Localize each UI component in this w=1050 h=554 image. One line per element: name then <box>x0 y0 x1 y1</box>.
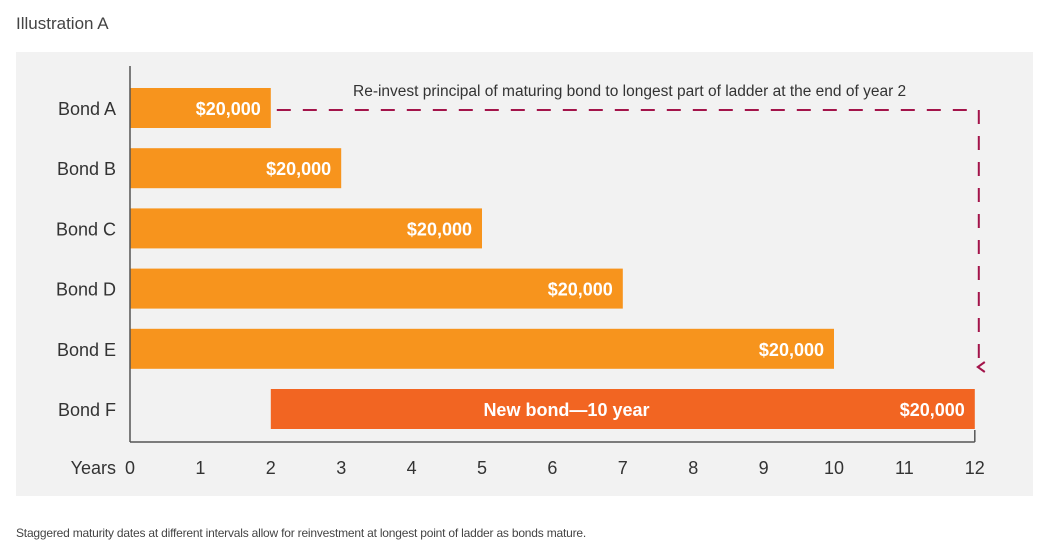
x-tick-label: 9 <box>759 458 769 478</box>
value-label: $20,000 <box>407 219 472 239</box>
reinvest-annotation: Re-invest principal of maturing bond to … <box>353 83 906 100</box>
category-label: Bond E <box>57 340 116 360</box>
bar-bond-d <box>130 268 623 309</box>
x-tick-label: 11 <box>895 458 914 478</box>
x-tick-label: 3 <box>336 458 346 478</box>
annotation-layer: Re-invest principal of maturing bond to … <box>276 83 986 373</box>
x-tick-label: 4 <box>407 458 417 478</box>
category-label: Bond B <box>57 159 116 179</box>
category-label: Bond A <box>58 99 116 119</box>
x-tick-label: 5 <box>477 458 487 478</box>
category-label: Bond C <box>56 219 116 239</box>
x-axis-title: Years <box>71 458 116 478</box>
reinvest-arrow <box>276 109 986 373</box>
bar-bond-a <box>130 88 271 128</box>
x-tick-label: 0 <box>125 458 135 478</box>
x-tick-label: 2 <box>266 458 276 478</box>
value-label: $20,000 <box>900 400 965 420</box>
new-bond-label: New bond—10 year <box>483 400 649 420</box>
x-tick-label: 1 <box>195 458 205 478</box>
value-label: $20,000 <box>196 99 261 119</box>
illustration-title: Illustration A <box>16 14 109 33</box>
axis-layer: Years 0 1 2 3 4 5 6 7 8 9 10 11 12 <box>71 66 985 478</box>
category-label: Bond F <box>58 400 116 420</box>
x-tick-label: 8 <box>688 458 698 478</box>
value-label: $20,000 <box>548 280 613 300</box>
value-label: $20,000 <box>759 340 824 360</box>
bond-ladder-chart: Bond A $20,000 Bond B $20,000 Bond C $20,000 B… <box>56 66 986 478</box>
value-label: $20,000 <box>266 159 331 179</box>
x-tick-label: 10 <box>824 458 844 478</box>
category-label: Bond D <box>56 280 116 300</box>
x-tick-label: 12 <box>965 458 985 478</box>
bar-bond-c <box>130 208 482 249</box>
chart-panel: Bond A $20,000 Bond B $20,000 Bond C $20,000 B… <box>16 52 1033 496</box>
x-tick-label: 6 <box>547 458 557 478</box>
chart-caption: Staggered maturity dates at different in… <box>16 526 586 540</box>
bar-bond-f <box>270 389 975 429</box>
x-tick-label: 7 <box>618 458 628 478</box>
bar-bond-e <box>130 328 834 369</box>
bars-layer: Bond A $20,000 Bond B $20,000 Bond C $20,000 B… <box>56 88 975 429</box>
bar-bond-b <box>130 148 342 189</box>
